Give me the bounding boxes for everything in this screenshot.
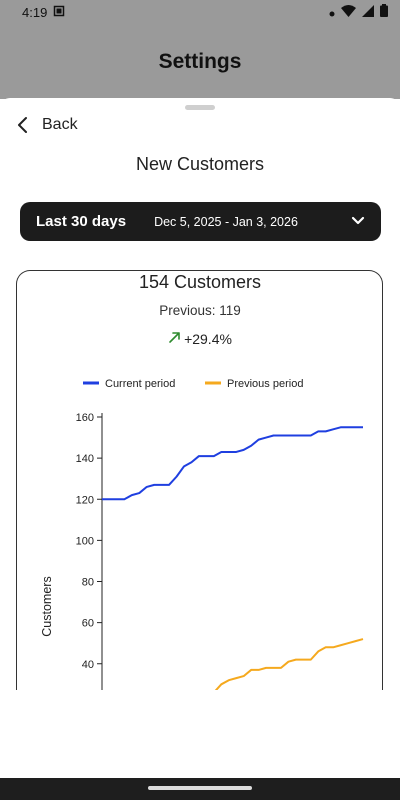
current-period-line [102, 426, 363, 501]
y-tick-label: 60 [82, 618, 94, 630]
signal-dot-icon [329, 5, 335, 20]
y-tick-label: 140 [76, 453, 94, 465]
legend-label: Previous period [227, 378, 303, 390]
cell-signal-icon [362, 4, 374, 20]
page-title: New Customers [135, 154, 265, 174]
y-tick-label: 160 [76, 412, 94, 424]
header-title: Settings [158, 49, 242, 73]
legend-label: Current period [105, 378, 175, 390]
sim-card-icon [53, 5, 65, 20]
back-button[interactable]: Back [16, 116, 78, 134]
customer-total: 154 Customers [138, 272, 262, 292]
bottom-sheet: Back New Customers Last 30 days Dec 5, 2… [0, 98, 400, 778]
y-axis-label: Customers [40, 576, 54, 636]
status-bar: 4:19 [0, 0, 400, 24]
home-gesture-pill[interactable] [148, 786, 252, 790]
range-label: Last 30 days [36, 213, 127, 230]
navigation-bar [0, 778, 400, 800]
wifi-icon [341, 4, 356, 20]
back-label: Back [42, 116, 78, 133]
change-percent: +29.4% [184, 330, 232, 347]
y-tick-label: 120 [76, 494, 94, 506]
chevron-left-icon [16, 116, 28, 134]
trend-up-icon [168, 330, 182, 347]
chart-card: 020406080100120140160Nov 26, 2025Dec 5, … [16, 270, 383, 690]
y-tick-label: 40 [82, 659, 94, 671]
drag-handle[interactable] [185, 105, 215, 110]
status-time: 4:19 [22, 4, 48, 20]
y-tick-label: 80 [82, 577, 94, 589]
chevron-down-icon [351, 213, 365, 231]
date-range-selector[interactable]: Last 30 days Dec 5, 2025 - Jan 3, 2026 [20, 202, 381, 241]
change-indicator: +29.4% [0, 330, 400, 347]
header: Settings [0, 24, 400, 99]
previous-total: Previous: 119 [159, 303, 241, 318]
customers-line-chart: 020406080100120140160Nov 26, 2025Dec 5, … [40, 378, 364, 690]
battery-icon [380, 4, 388, 20]
previous-period-line [214, 638, 364, 690]
y-tick-label: 100 [76, 535, 94, 547]
range-dates: Dec 5, 2025 - Jan 3, 2026 [154, 214, 298, 229]
